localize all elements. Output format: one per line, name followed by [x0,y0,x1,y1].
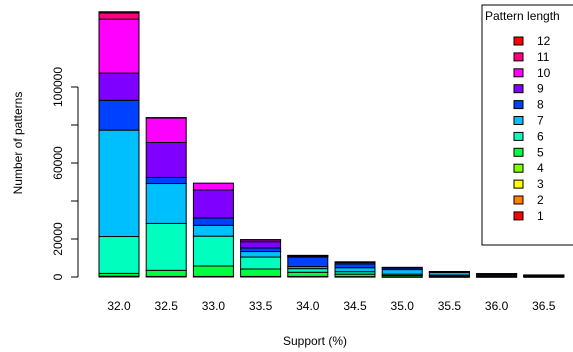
bar-segment-32.5-length-10 [145,117,187,143]
x-tick-label: 36.0 [485,299,509,313]
bar-segment-33.5-length-8 [240,247,282,253]
legend-swatch-7 [513,116,524,125]
bar-segment-32.0-length-9 [98,72,140,101]
bar-segment-32.0-length-7 [98,129,140,238]
bar-segment-33.0-length-9 [192,189,234,219]
y-tick-label: 60000 [51,146,65,180]
bar-segment-33.5-length-6 [240,256,282,270]
bar-segment-33.0-length-5 [192,265,234,277]
x-tick-label: 33.0 [202,299,226,313]
bar-segment-32.5-length-11 [145,117,187,119]
bar-segment-33.5-length-5 [240,268,282,277]
legend-swatch-8 [513,100,524,110]
legend-swatch-4 [513,163,524,173]
legend-label-1: 1 [537,209,544,223]
bar-segment-34.5-length-8 [334,263,376,269]
legend-swatch-3 [513,179,524,189]
bar-segment-32.5-length-9 [145,141,187,178]
legend-label-7: 7 [537,114,544,128]
legend-swatch-1 [513,211,524,221]
bar-segment-33.0-length-10 [192,182,234,191]
x-tick-label: 34.5 [343,299,367,313]
bar-segment-32.0-length-11 [98,12,140,20]
bar-segment-34.5-length-11 [334,261,376,263]
x-tick-label: 35.5 [438,299,462,313]
legend-swatch-12 [513,36,524,46]
legend-label-8: 8 [537,98,544,112]
bar-segment-33.0-length-6 [192,235,234,267]
bar-segment-34.0-length-8 [287,256,329,268]
bar-segment-34.0-length-6 [287,268,329,273]
y-tick-label: 20000 [51,222,65,256]
bar-segment-36.5-length-9 [523,274,565,276]
bar-segment-35.0-length-10 [381,266,423,269]
x-tick-label: 33.5 [249,299,273,313]
legend-box [481,4,573,246]
legend-swatch-10 [513,68,524,78]
bar-segment-34.0-length-11 [287,254,329,257]
y-axis-label: Number of patterns [11,92,25,195]
x-tick-label: 34.0 [296,299,320,313]
x-axis-label: Support (%) [283,334,347,348]
legend-swatch-5 [513,147,524,157]
bar-segment-32.0-length-8 [98,99,140,131]
legend-label-5: 5 [537,145,544,159]
y-tick-label: 0 [51,273,65,280]
x-axis: 32.0 32.5 33.0 33.5 34.0 34.5 35.0 35.5 36.0 36.5 [107,299,555,313]
bar-segment-33.0-length-8 [192,217,234,226]
legend: Pattern length 12 11 10 9 8 76 5 4 3 2 1 [481,4,573,246]
bar-segment-35.0-length-7 [381,269,423,275]
legend-label-10: 10 [537,66,551,80]
bar-segment-32.5-length-5 [145,269,187,277]
legend-label-3: 3 [537,177,544,191]
legend-label-9: 9 [537,82,544,96]
bar-segment-36.0-length-10 [476,273,518,275]
legend-label-6: 6 [537,129,544,143]
legend-label-4: 4 [537,161,544,175]
bar-segment-32.0-length-10 [98,18,140,74]
legend-swatch-11 [513,52,524,62]
y-axis: 0 20000 60000 100000 [51,67,79,280]
bar-segment-32.0-length-12 [98,11,140,14]
bar-segment-34.0-length-5 [287,271,329,277]
legend-label-12: 12 [537,34,551,48]
plot-area [98,11,565,278]
bar-segment-33.5-length-7 [240,251,282,258]
bar-segment-32.5-length-6 [145,222,187,271]
x-tick-label: 32.5 [155,299,179,313]
bar-segment-32.0-length-6 [98,236,140,274]
bar-segment-32.5-length-8 [145,176,187,185]
legend-swatch-2 [513,195,524,205]
x-tick-label: 32.0 [107,299,131,313]
bar-segment-34.5-length-7 [334,267,376,273]
bar-segment-33.0-length-7 [192,224,234,237]
x-tick-label: 36.5 [532,299,556,313]
legend-swatch-9 [513,84,524,94]
bar-segment-33.5-length-9 [240,241,282,249]
legend-label-2: 2 [537,193,544,207]
bar-segment-32.5-length-7 [145,183,187,224]
bar-segment-35.5-length-10 [428,270,470,273]
y-tick-label: 100000 [51,67,65,107]
legend-title: Pattern length [485,9,560,23]
bar-segment-33.5-length-11 [240,239,282,241]
legend-label-11: 11 [537,50,550,64]
legend-swatch-6 [513,131,524,141]
x-tick-label: 35.0 [391,299,415,313]
